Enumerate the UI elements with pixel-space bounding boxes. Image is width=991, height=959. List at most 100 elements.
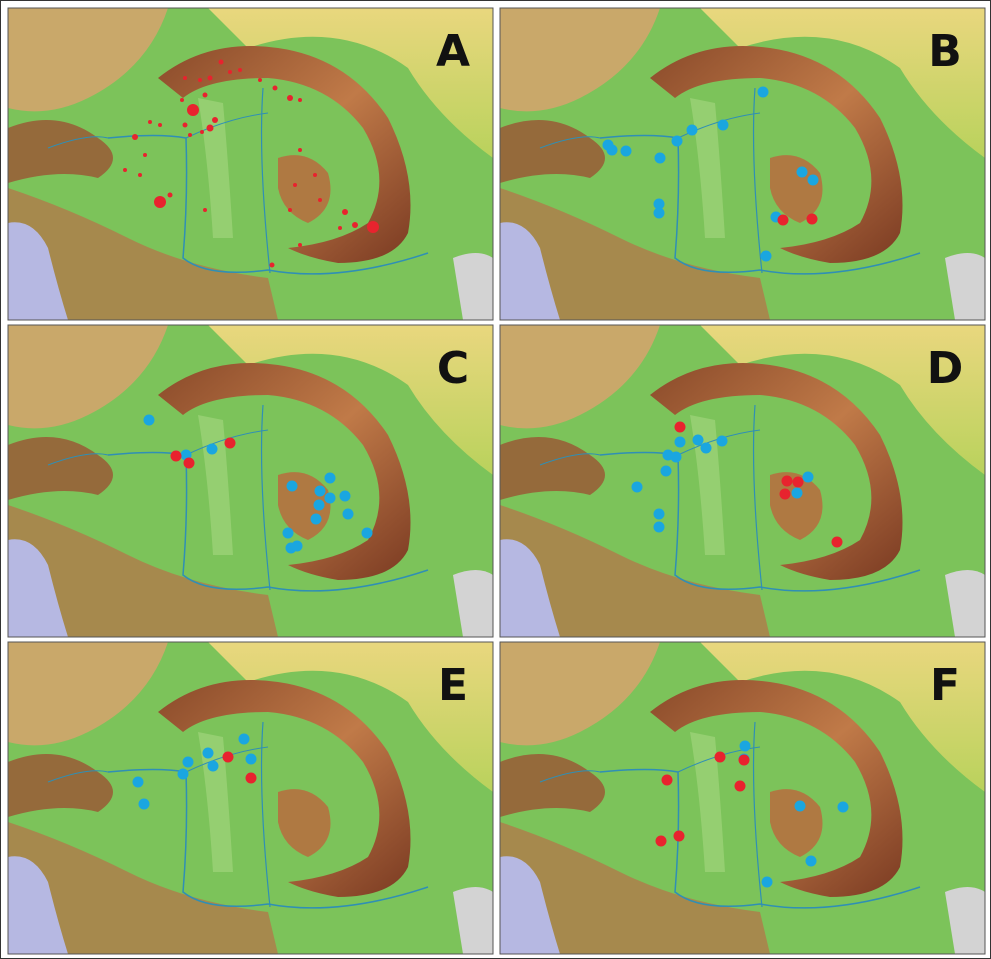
site-marker: [292, 541, 303, 552]
panel-label: C: [437, 343, 469, 394]
site-marker: [208, 761, 219, 772]
site-marker: [792, 488, 803, 499]
site-marker: [654, 509, 665, 520]
site-marker: [661, 466, 672, 477]
site-marker: [198, 78, 202, 82]
site-marker: [758, 87, 769, 98]
site-marker: [246, 773, 257, 784]
map-background: [500, 642, 985, 954]
site-marker: [778, 215, 789, 226]
site-marker: [293, 183, 297, 187]
site-marker: [654, 208, 665, 219]
site-marker: [832, 537, 843, 548]
panel-label: E: [438, 660, 468, 711]
site-marker: [225, 438, 236, 449]
site-marker: [298, 98, 302, 102]
map-panel: C: [8, 325, 493, 637]
site-marker: [675, 422, 686, 433]
site-marker: [735, 781, 746, 792]
site-marker: [138, 173, 142, 177]
site-marker: [632, 482, 643, 493]
site-marker: [132, 134, 138, 140]
site-marker: [288, 208, 292, 212]
map-background: [8, 642, 493, 954]
site-marker: [782, 476, 793, 487]
site-marker: [795, 801, 806, 812]
site-marker: [739, 755, 750, 766]
map-panel: F: [500, 642, 985, 954]
site-marker: [171, 451, 182, 462]
site-marker: [793, 477, 804, 488]
site-marker: [223, 752, 234, 763]
site-marker: [325, 493, 336, 504]
site-marker: [154, 196, 166, 208]
map-background: [8, 325, 493, 637]
site-marker: [718, 120, 729, 131]
site-marker: [188, 133, 192, 137]
site-marker: [298, 148, 302, 152]
site-marker: [239, 734, 250, 745]
site-marker: [362, 528, 373, 539]
site-marker: [180, 98, 184, 102]
site-marker: [806, 856, 817, 867]
site-marker: [352, 222, 358, 228]
site-marker: [207, 125, 214, 132]
map-background: [500, 325, 985, 637]
panel-label: A: [436, 26, 470, 77]
site-marker: [672, 136, 683, 147]
site-marker: [701, 443, 712, 454]
site-marker: [740, 741, 751, 752]
site-marker: [183, 757, 194, 768]
site-marker: [807, 214, 818, 225]
site-marker: [762, 877, 773, 888]
panel-label: D: [927, 343, 964, 394]
panel-label: B: [928, 26, 962, 77]
site-marker: [212, 117, 218, 123]
site-marker: [340, 491, 351, 502]
site-marker: [283, 528, 294, 539]
site-marker: [246, 754, 257, 765]
site-marker: [656, 836, 667, 847]
site-marker: [693, 435, 704, 446]
panel-label: F: [930, 660, 960, 711]
site-marker: [139, 799, 150, 810]
site-marker: [838, 802, 849, 813]
site-marker: [203, 208, 207, 212]
site-marker: [607, 145, 618, 156]
site-marker: [343, 509, 354, 520]
site-marker: [238, 68, 242, 72]
site-marker: [228, 70, 232, 74]
site-marker: [338, 226, 342, 230]
site-marker: [183, 76, 187, 80]
site-marker: [797, 167, 808, 178]
site-marker: [123, 168, 127, 172]
site-marker: [621, 146, 632, 157]
site-marker: [203, 93, 208, 98]
page: {"panels": [{"label": "A"}, {"label": "B…: [0, 0, 991, 959]
site-marker: [203, 748, 214, 759]
site-marker: [178, 769, 189, 780]
site-marker: [367, 221, 379, 233]
site-marker: [780, 489, 791, 500]
site-marker: [318, 198, 322, 202]
site-marker: [208, 76, 213, 81]
site-marker: [311, 514, 322, 525]
site-marker: [270, 263, 275, 268]
site-marker: [219, 60, 224, 65]
figure: A B C D E F: [0, 0, 991, 959]
site-marker: [715, 752, 726, 763]
map-panel: A: [8, 8, 493, 320]
site-marker: [133, 777, 144, 788]
site-marker: [200, 130, 204, 134]
site-marker: [325, 473, 336, 484]
map-background: [500, 8, 985, 320]
site-marker: [342, 209, 348, 215]
site-marker: [168, 193, 173, 198]
map-panel: D: [500, 325, 985, 637]
site-marker: [313, 173, 317, 177]
site-marker: [671, 452, 682, 463]
map-panel: E: [8, 642, 493, 954]
site-marker: [258, 78, 262, 82]
site-marker: [314, 500, 325, 511]
site-marker: [144, 415, 155, 426]
